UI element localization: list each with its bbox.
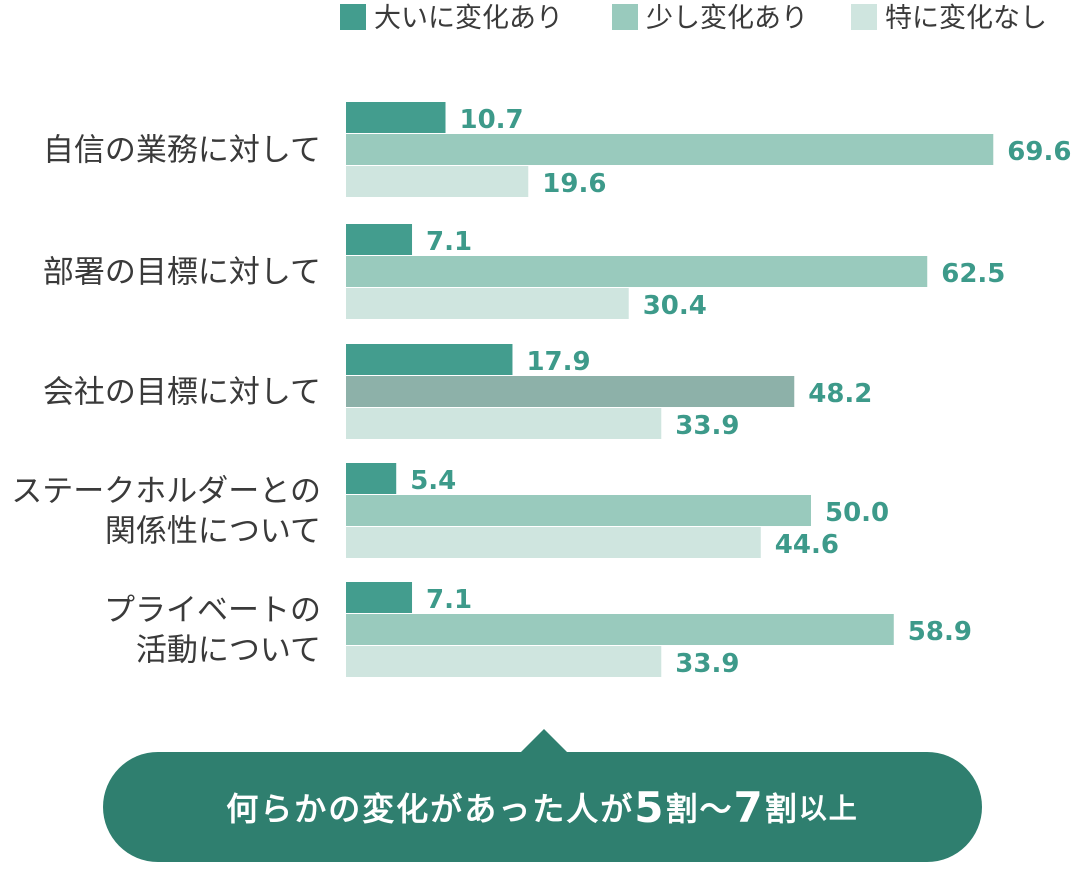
callout-suffix2: 以上: [798, 792, 859, 825]
category-label: 会社の目標に対して: [43, 375, 321, 411]
value-label: 44.6: [775, 530, 839, 560]
value-label: 7.1: [426, 585, 472, 615]
bar: [346, 344, 513, 375]
category-label: プライベートの: [104, 593, 321, 629]
bar: [346, 527, 761, 558]
value-label: 62.5: [941, 259, 1005, 289]
value-label: 33.9: [675, 649, 739, 679]
legend-label: 大いに変化あり: [374, 3, 563, 34]
value-label: 30.4: [643, 291, 707, 321]
legend-swatch: [340, 4, 366, 30]
bar: [346, 256, 928, 287]
callout-suffix1: 割: [764, 790, 799, 828]
bar: [346, 614, 894, 645]
callout-num1: 5: [634, 782, 666, 832]
bar: [346, 134, 994, 165]
legend-label: 少し変化あり: [646, 3, 808, 34]
bar: [346, 646, 662, 677]
callout-num2: 7: [733, 782, 765, 832]
value-label: 19.6: [542, 169, 606, 199]
legend-label: 特に変化なし: [885, 3, 1047, 34]
category-label: 部署の目標に対して: [43, 255, 321, 291]
callout-mid: 割〜: [665, 790, 734, 828]
callout-bubble: [103, 752, 982, 862]
category-label: 活動について: [136, 633, 321, 669]
callout-pointer: [519, 729, 569, 754]
value-label: 69.6: [1007, 137, 1071, 167]
callout-prefix: 何らかの変化があった人が: [226, 790, 635, 828]
value-label: 50.0: [825, 498, 889, 528]
value-label: 5.4: [410, 466, 456, 496]
value-label: 7.1: [426, 227, 472, 257]
category-label: 自信の業務に対して: [43, 133, 321, 169]
bar: [346, 408, 662, 439]
bar: [346, 102, 446, 133]
legend-swatch: [851, 4, 877, 30]
value-label: 17.9: [526, 347, 590, 377]
category-label: ステークホルダーとの: [11, 474, 321, 510]
legend-swatch: [612, 4, 638, 30]
bar: [346, 288, 629, 319]
callout-text: 何らかの変化があった人が 5 割〜 7 割以上: [103, 752, 982, 862]
value-label: 58.9: [908, 617, 972, 647]
bar: [346, 224, 413, 255]
value-label: 48.2: [808, 379, 872, 409]
category-label: 関係性について: [105, 514, 321, 550]
value-label: 10.7: [460, 105, 524, 135]
bar: [346, 166, 529, 197]
bar: [346, 463, 397, 494]
bar: [346, 582, 413, 613]
bar: [346, 376, 795, 407]
bar: [346, 495, 811, 526]
value-label: 33.9: [675, 411, 739, 441]
